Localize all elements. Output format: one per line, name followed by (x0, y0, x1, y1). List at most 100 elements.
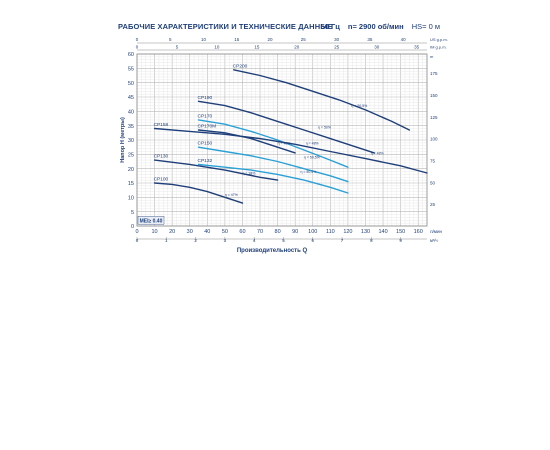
mei-box (137, 216, 165, 225)
x-tick-label: 40 (204, 229, 210, 235)
usgpm-tick-label: 30 (334, 37, 340, 42)
y-tick-label: 5 (131, 210, 134, 216)
y-tick-label: 40 (128, 110, 134, 116)
impgpm-tick-label: 30 (374, 45, 380, 50)
chart-text: 0510152025303540455055602550751001251501… (120, 37, 448, 254)
curve-label-cp132: CP132 (198, 158, 213, 164)
y-tick-label: 60 (128, 52, 134, 58)
curve-cp130 (153, 159, 279, 181)
curve-cp100 (153, 182, 244, 204)
curve-label-cp190: CP190 (198, 95, 213, 101)
curve-label-cp200: CP200 (233, 63, 248, 69)
x-tick-label: 140 (378, 229, 387, 235)
curve-cp132 (197, 163, 349, 194)
m3h-tick-label: 2 (194, 238, 197, 243)
x-tick-label: 60 (239, 229, 245, 235)
impgpm-tick-label: 15 (254, 45, 260, 50)
x-tick-label: 110 (326, 229, 335, 235)
curve-label-cp130: CP130 (154, 154, 169, 160)
m3h-tick-label: 1 (165, 238, 168, 243)
usgpm-tick-label: 40 (401, 37, 407, 42)
x-tick-label: 0 (135, 229, 138, 235)
y-tick-label: 0 (131, 224, 134, 230)
plot-frame (136, 53, 428, 227)
speed-label: n= 2900 об/мин (347, 22, 404, 31)
curve-cp190 (197, 100, 375, 154)
efficiency-label: η = 50% (318, 126, 331, 130)
y-tick-label: 15 (128, 181, 134, 187)
m3h-tick-label: 8 (370, 238, 373, 243)
y-tick-label: 25 (128, 153, 134, 159)
y-tick-label: 10 (128, 196, 134, 202)
usgpm-tick-label: 15 (234, 37, 240, 42)
x-tick-label: 10 (152, 229, 158, 235)
efficiency-label: η = 48% (278, 141, 291, 145)
mei-label: MEI≥ 0.40 (140, 218, 163, 224)
ft-tick-label: 100 (430, 137, 438, 142)
m3h-tick-label: 9 (399, 238, 402, 243)
m3h-tick-label: 5 (282, 238, 285, 243)
chart-title: РАБОЧИЕ ХАРАКТЕРИСТИКИ И ТЕХНИЧЕСКИЕ ДАН… (118, 22, 333, 31)
chart-axes (136, 42, 428, 241)
efficiency-label: η = 50,5% (351, 104, 367, 108)
y-tick-label: 20 (128, 167, 134, 173)
impgpm-tick-label: 5 (176, 45, 179, 50)
curve-label-cp170: CP170 (198, 113, 213, 119)
m3h-tick-label: 6 (311, 238, 314, 243)
hs-label: HS= 0 м (411, 22, 440, 31)
chart-header: РАБОЧИЕ ХАРАКТЕРИСТИКИ И ТЕХНИЧЕСКИЕ ДАН… (118, 22, 440, 36)
lmin-unit-label: л/мин (430, 229, 442, 234)
x-tick-label: 100 (308, 229, 317, 235)
impgpm-tick-label: 35 (414, 45, 420, 50)
x-axis-title: Производительность Q (237, 248, 308, 254)
frequency-label: 50 Гц (320, 22, 340, 31)
efficiency-label: η = 48% (306, 141, 319, 145)
curve-label-cp158: CP158 (154, 122, 169, 128)
usgpm-tick-label: 20 (268, 37, 274, 42)
impgpm-tick-label: 20 (294, 45, 300, 50)
x-tick-label: 50 (222, 229, 228, 235)
x-tick-label: 150 (396, 229, 405, 235)
curve-cp170m (197, 129, 296, 154)
x-tick-label: 20 (169, 229, 175, 235)
y-tick-label: 55 (128, 67, 134, 73)
x-tick-label: 80 (275, 229, 281, 235)
efficiency-label: η = 48% (371, 151, 384, 155)
efficiency-label: η = 50,5% (300, 170, 316, 174)
x-tick-label: 30 (187, 229, 193, 235)
usgpm-tick-label: 35 (367, 37, 373, 42)
curve-label-cp100: CP100 (154, 177, 169, 183)
usgpm-tick-label: 0 (136, 37, 139, 42)
impgpm-unit-label: IM g.p.m. (430, 45, 447, 50)
impgpm-tick-label: 25 (334, 45, 340, 50)
m3h-tick-label: 4 (253, 238, 256, 243)
chart-grid (136, 53, 428, 227)
efficiency-label: η = 47% (225, 193, 238, 197)
ft-tick-label: 75 (430, 158, 436, 163)
m3h-tick-label: 3 (224, 238, 227, 243)
efficiency-label: η = 50,5% (304, 156, 320, 160)
ft-tick-label: 150 (430, 93, 438, 98)
impgpm-tick-label: 0 (136, 45, 139, 50)
ft-tick-label: 125 (430, 115, 438, 120)
x-tick-label: 120 (343, 229, 352, 235)
ft-tick-label: 25 (430, 202, 436, 207)
y-axis-title: Напор H (метры) (120, 117, 126, 163)
ft-unit-label: m (430, 54, 434, 59)
y-tick-label: 30 (128, 138, 134, 144)
m3h-unit-label: м³/ч (430, 238, 438, 243)
curve-cp158 (153, 127, 428, 174)
usgpm-unit-label: US g.p.m. (430, 37, 448, 42)
y-tick-label: 45 (128, 95, 134, 101)
x-tick-label: 70 (257, 229, 263, 235)
usgpm-tick-label: 5 (169, 37, 172, 42)
ft-tick-label: 175 (430, 71, 438, 76)
x-tick-label: 90 (292, 229, 298, 235)
x-tick-label: 130 (361, 229, 370, 235)
curve-cp200 (232, 69, 411, 131)
usgpm-tick-label: 10 (201, 37, 207, 42)
y-tick-label: 35 (128, 124, 134, 130)
x-tick-label: 160 (414, 229, 423, 235)
curve-label-cp170m: CP170M (198, 123, 217, 129)
usgpm-tick-label: 25 (301, 37, 307, 42)
